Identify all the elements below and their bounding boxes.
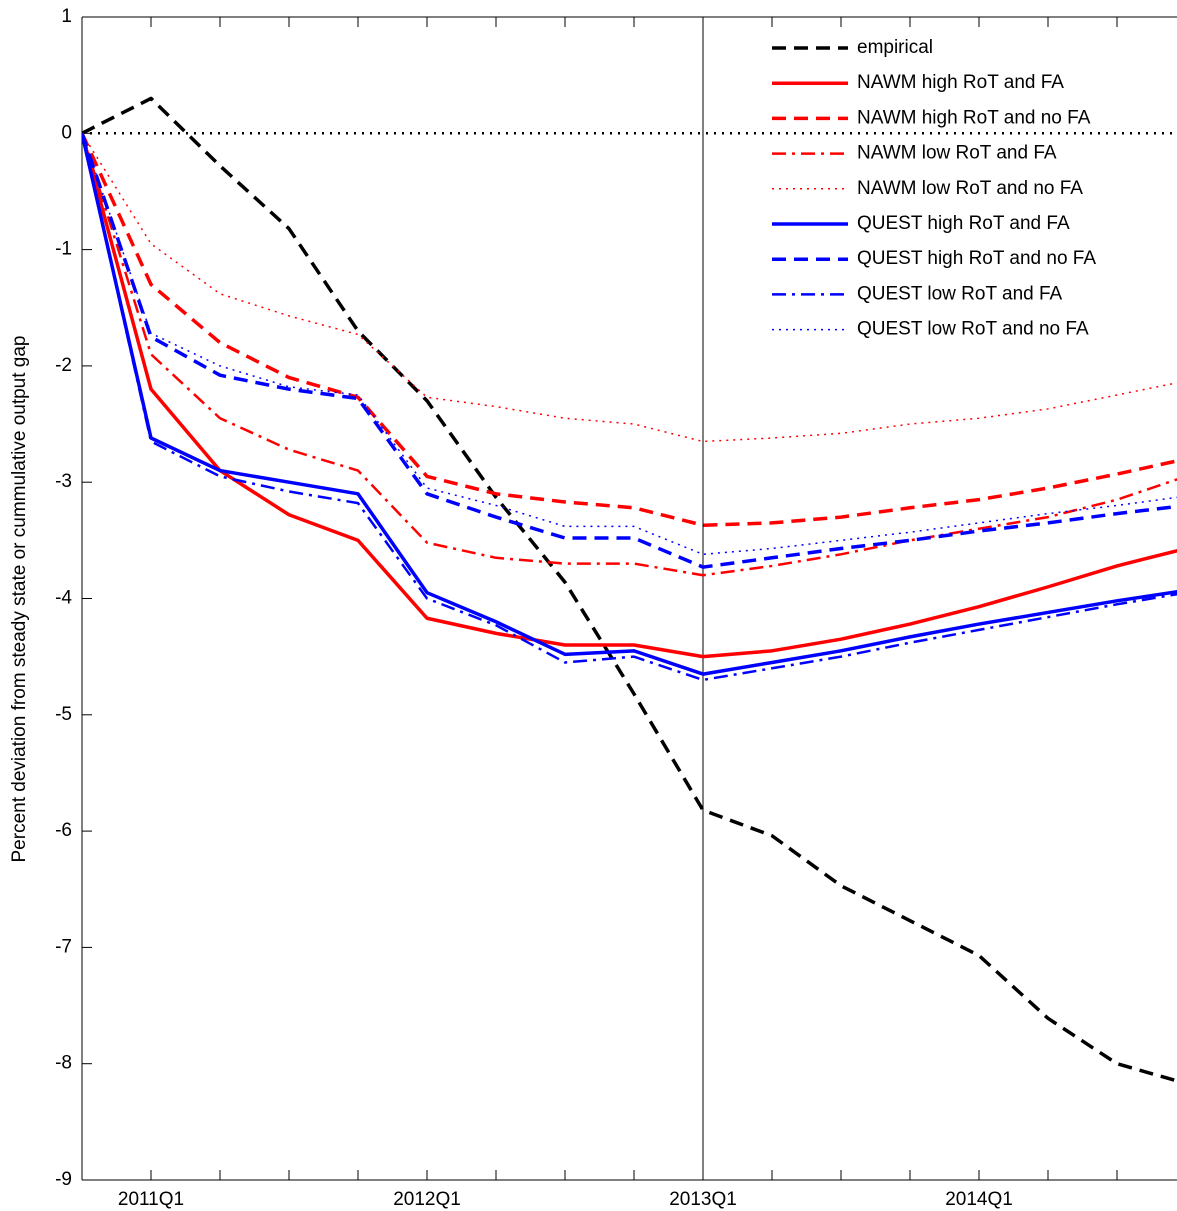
y-tick-label: -2: [55, 355, 72, 376]
y-tick-label: -7: [55, 936, 72, 957]
x-tick-label: 2011Q1: [118, 1189, 184, 1210]
y-tick-label: -8: [55, 1053, 72, 1074]
legend-label: QUEST high RoT and FA: [857, 213, 1070, 234]
legend-label: NAWM high RoT and no FA: [857, 107, 1091, 128]
series-line: [82, 132, 1177, 569]
legend-label: NAWM low RoT and no FA: [857, 178, 1083, 199]
legend-label: QUEST low RoT and FA: [857, 283, 1063, 304]
y-tick-label: -1: [55, 239, 72, 260]
series-line: [82, 133, 1177, 682]
x-tick-label: 2012Q1: [393, 1189, 461, 1210]
x-tick-label: 2014Q1: [945, 1189, 1013, 1210]
y-tick-label: 0: [61, 122, 72, 143]
legend-label: empirical: [857, 37, 933, 58]
legend-label: NAWM low RoT and FA: [857, 143, 1057, 164]
series-line: [82, 132, 1177, 676]
legend-label: QUEST low RoT and no FA: [857, 319, 1089, 340]
series-line: [82, 96, 1177, 1083]
plot-area: [82, 17, 1177, 1180]
legend-label: NAWM high RoT and FA: [857, 72, 1064, 93]
series-line: [82, 132, 1177, 659]
legend-label: QUEST high RoT and no FA: [857, 248, 1096, 269]
x-tick-label: 2013Q1: [669, 1189, 737, 1210]
series-line: [82, 133, 1177, 556]
y-axis-label: Percent deviation from steady state or c…: [9, 336, 30, 863]
y-tick-label: 1: [61, 6, 72, 27]
y-tick-label: -4: [55, 588, 72, 609]
y-tick-label: -9: [55, 1169, 72, 1190]
y-tick-label: -5: [55, 704, 72, 725]
y-tick-label: -6: [55, 820, 72, 841]
y-tick-label: -3: [55, 471, 72, 492]
